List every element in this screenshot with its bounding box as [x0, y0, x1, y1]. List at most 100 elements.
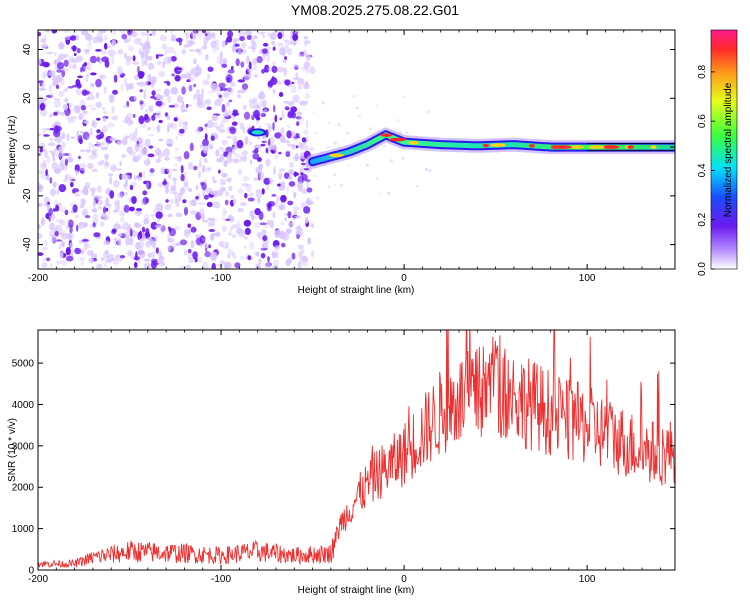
- noise-speck: [174, 75, 181, 82]
- noise-speck: [46, 257, 51, 262]
- noise-speck: [228, 214, 233, 220]
- noise-speck: [210, 41, 217, 49]
- noise-speck: [120, 216, 125, 223]
- noise-speck: [105, 197, 109, 206]
- noise-speck: [143, 91, 147, 100]
- noise-speck: [170, 243, 176, 249]
- noise-speck: [277, 81, 282, 85]
- ridge-hotspot: [408, 141, 419, 145]
- noise-speck: [54, 124, 59, 134]
- noise-speck: [84, 243, 88, 251]
- noise-speck: [47, 201, 50, 205]
- noise-speck: [292, 40, 297, 46]
- noise-speck: [243, 104, 247, 110]
- noise-speck: [280, 201, 287, 211]
- noise-speck: [248, 192, 254, 197]
- noise-speck: [282, 232, 290, 241]
- noise-speck: [243, 48, 247, 53]
- noise-speck: [265, 158, 271, 167]
- noise-speck: [158, 70, 165, 78]
- noise-speck: [221, 40, 226, 48]
- heatmap-frame: [37, 29, 676, 270]
- noise-speck: [190, 210, 198, 215]
- noise-speck: [287, 222, 295, 227]
- noise-speck: [143, 262, 151, 269]
- noise-speck: [286, 185, 289, 194]
- noise-speck: [147, 62, 155, 70]
- noise-speck: [100, 146, 108, 151]
- noise-speck: [91, 150, 97, 156]
- noise-speck: [218, 147, 224, 150]
- noise-speck: [47, 142, 56, 147]
- noise-speck: [74, 214, 80, 219]
- noise-speck: [166, 126, 170, 133]
- noise-speck: [201, 87, 204, 97]
- noise-speck: [295, 145, 299, 149]
- noise-speck: [183, 181, 188, 187]
- noise-speck: [204, 251, 211, 258]
- noise-speck: [44, 97, 48, 102]
- noise-speck: [271, 194, 277, 197]
- noise-speck: [241, 83, 249, 90]
- noise-speck: [288, 144, 296, 148]
- heatmap-xtick-label: 0: [401, 273, 407, 284]
- noise-speck: [304, 216, 309, 224]
- noise-speck: [196, 126, 201, 135]
- noise-speck: [269, 32, 277, 40]
- noise-speck: [206, 201, 213, 208]
- noise-speck: [240, 61, 245, 68]
- noise-speck: [84, 49, 90, 55]
- noise-speck: [376, 104, 378, 107]
- noise-speck: [221, 63, 228, 68]
- snr-ytick-label: 0: [28, 566, 34, 577]
- heatmap-ytick-label: -40: [22, 237, 33, 252]
- noise-speck: [255, 103, 259, 112]
- noise-speck: [99, 142, 106, 146]
- noise-speck: [64, 87, 69, 92]
- noise-speck: [265, 148, 269, 153]
- noise-speck: [177, 193, 183, 202]
- noise-speck: [140, 31, 148, 37]
- noise-speck: [187, 253, 191, 259]
- noise-speck: [208, 229, 216, 232]
- noise-speck: [204, 36, 210, 40]
- noise-speck: [284, 40, 290, 48]
- heatmap-xtick-label: 100: [579, 273, 596, 284]
- noise-speck: [307, 200, 314, 206]
- noise-speck: [53, 97, 61, 101]
- noise-speck: [296, 116, 302, 120]
- noise-speck: [327, 185, 331, 189]
- noise-speck: [238, 229, 246, 238]
- noise-speck: [92, 199, 96, 208]
- noise-speck: [146, 55, 153, 61]
- noise-speck: [236, 139, 244, 149]
- noise-speck: [58, 91, 64, 97]
- noise-speck: [261, 188, 265, 195]
- noise-speck: [258, 258, 262, 265]
- noise-speck: [152, 262, 159, 266]
- noise-speck: [334, 183, 336, 186]
- noise-speck: [144, 57, 148, 67]
- noise-speck: [102, 117, 107, 122]
- noise-speck: [185, 264, 191, 269]
- noise-speck: [272, 89, 276, 94]
- noise-speck: [227, 248, 232, 256]
- noise-speck: [228, 151, 233, 157]
- noise-speck: [49, 177, 53, 184]
- noise-speck: [282, 139, 289, 143]
- noise-speck: [73, 52, 77, 57]
- noise-speck: [155, 158, 162, 163]
- noise-speck: [187, 84, 194, 92]
- noise-speck: [125, 60, 132, 66]
- noise-speck: [269, 181, 273, 185]
- noise-speck: [305, 120, 309, 129]
- noise-speck: [42, 61, 50, 68]
- noise-speck: [69, 242, 73, 249]
- noise-speck: [210, 252, 218, 259]
- noise-speck: [179, 128, 185, 134]
- ridge-hotspot: [601, 145, 616, 149]
- colorbar-tick-label: 0.6: [697, 114, 708, 128]
- noise-speck: [153, 235, 159, 243]
- noise-speck: [232, 146, 236, 154]
- noise-speck: [107, 204, 112, 208]
